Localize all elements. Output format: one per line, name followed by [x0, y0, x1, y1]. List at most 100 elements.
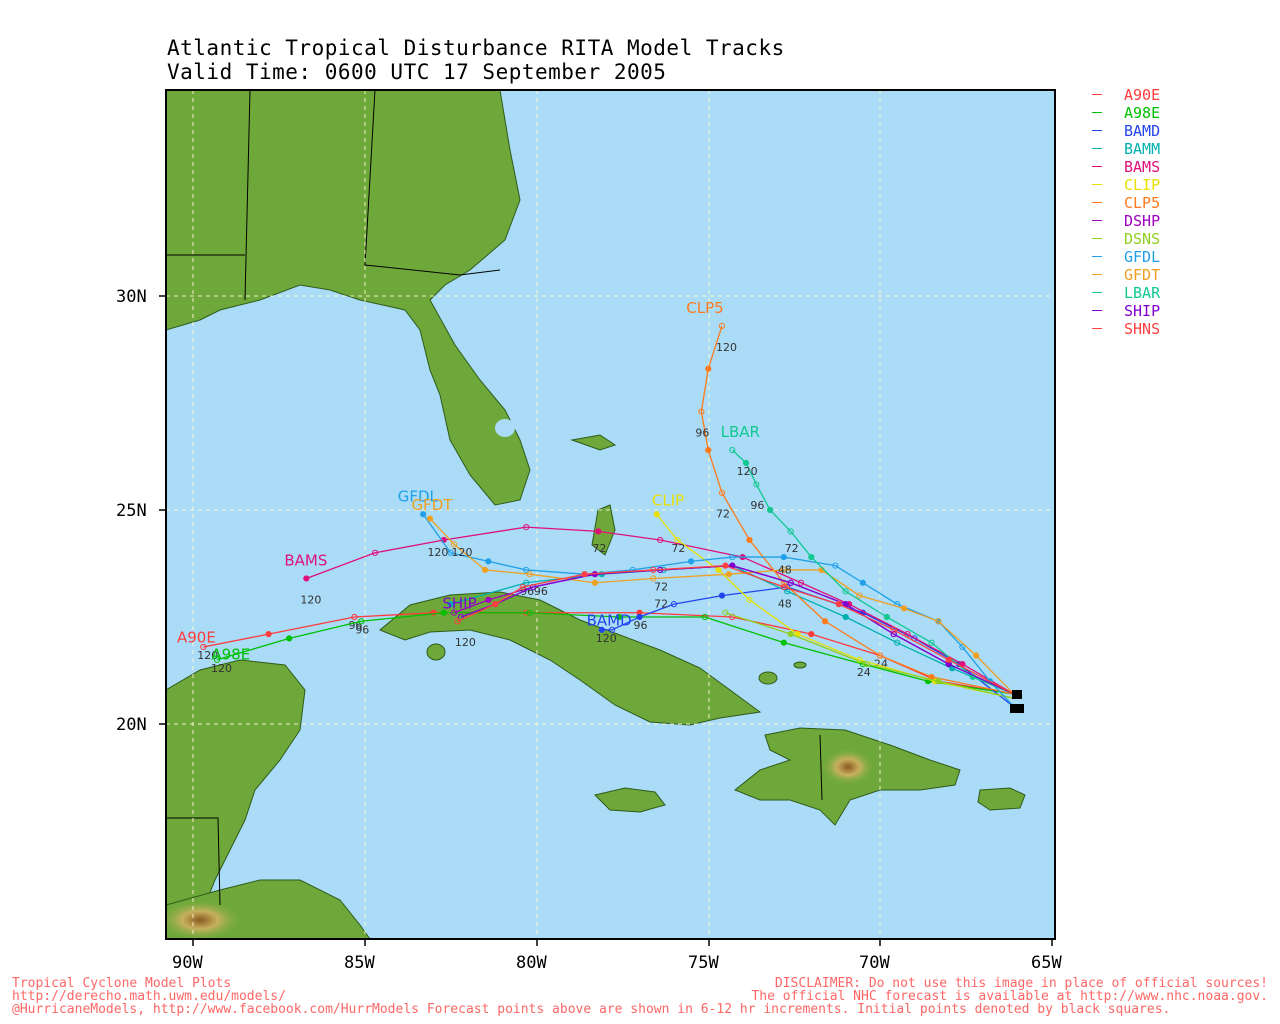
isle-of-youth: [426, 643, 446, 661]
forecast-point: [351, 613, 358, 621]
forecast-point: [526, 609, 533, 616]
legend-swatch: [1092, 130, 1102, 131]
legend-label: SHNS: [1124, 320, 1161, 338]
footer-url[interactable]: http://derecho.math.uwm.edu/models/: [12, 989, 286, 1004]
forecast-point: [657, 536, 664, 544]
forecast-point: [766, 506, 774, 514]
track-line: [725, 612, 1015, 699]
legend-swatch: [1092, 202, 1102, 203]
forecast-point: [945, 656, 952, 663]
jamaica-land: [594, 787, 666, 813]
forecast-point: [842, 613, 849, 621]
forecast-point: [440, 609, 447, 616]
forecast-point: [835, 601, 842, 608]
map-frame: [165, 89, 1056, 940]
axis-ticks: [159, 295, 1053, 946]
forecast-point: [894, 639, 901, 646]
legend-swatch: [1092, 148, 1102, 149]
track-end-label: BAMD: [587, 612, 632, 630]
disclaimer-line: DISCLAIMER: Do not use this image in pla…: [774, 976, 1268, 991]
track-dsns: [722, 609, 1015, 699]
legend-label: LBAR: [1124, 284, 1161, 302]
legend-swatch: [1092, 310, 1102, 311]
forecast-hour-label: 72: [654, 580, 668, 593]
forecast-point: [787, 579, 794, 586]
forecast-point: [725, 571, 732, 578]
legend-swatch: [1092, 94, 1102, 95]
forecast-point: [213, 656, 221, 663]
forecast-hour-label: 120: [197, 649, 218, 662]
honduras-highland: [166, 900, 240, 939]
great-inagua: [758, 671, 778, 685]
forecast-hour-label: 24: [857, 666, 871, 679]
forecast-point: [598, 626, 605, 633]
forecast-point: [698, 408, 705, 415]
forecast-hour-label: 72: [785, 542, 799, 555]
forecast-point: [265, 631, 272, 638]
track-lbar: 72 96 120 LBAR: [721, 423, 1015, 695]
forecast-point: [729, 553, 736, 561]
track-a98e: 24 96 120: [211, 609, 1015, 695]
forecast-point: [718, 592, 726, 599]
forecast-hour-label: 120: [427, 546, 448, 559]
lon-tick-label: 85W: [344, 953, 375, 973]
forecast-point: [780, 553, 787, 561]
forecast-point: [608, 626, 616, 633]
cuba-land: [379, 591, 762, 726]
forecast-point: [780, 583, 787, 591]
track-ship: 72 SHIP: [442, 562, 1015, 695]
forecast-point: [746, 596, 753, 603]
state-borders: [166, 90, 823, 906]
landmasses: [166, 90, 1026, 939]
track-shns: 72 120: [454, 562, 1015, 695]
track-clp5: 48 72 96 120 CLP5: [686, 299, 1015, 695]
model-tracks: 2496120249612096120BAMD72120BAMS72CLIP48…: [177, 299, 1015, 708]
forecast-point: [523, 524, 530, 531]
legend-label: GFDT: [1124, 266, 1161, 284]
lon-tick-label: 80W: [516, 953, 547, 973]
forecast-point: [286, 635, 293, 642]
forecast-point: [787, 631, 794, 638]
forecast-point: [705, 446, 712, 454]
forecast-point: [959, 643, 966, 651]
forecast-point: [454, 618, 461, 625]
forecast-hour-label: 48: [778, 563, 792, 576]
forecast-point: [303, 575, 310, 582]
forecast-hour-label: 72: [654, 598, 668, 611]
forecast-point: [481, 566, 489, 574]
lon-tick-label: 65W: [1031, 953, 1062, 973]
legend-label: BAMD: [1124, 122, 1161, 140]
footer-line: Tropical Cyclone Model Plots: [12, 976, 232, 991]
lon-tick-label: 70W: [859, 953, 890, 973]
forecast-hour-label: 48: [778, 598, 792, 611]
forecast-hour-label: 72: [716, 508, 730, 521]
forecast-point: [653, 511, 660, 518]
forecast-point: [746, 536, 753, 544]
forecast-point: [523, 579, 530, 586]
forecast-point: [426, 515, 434, 522]
forecast-point: [450, 609, 458, 616]
forecast-point: [856, 592, 863, 599]
footer-line: @HurricaneModels, http://www.facebook.co…: [12, 1002, 1171, 1017]
legend-swatch: [1092, 184, 1102, 185]
forecast-point: [729, 446, 736, 454]
hispaniola-highland: [822, 749, 874, 785]
forecast-hour-label: 96: [695, 426, 709, 439]
legend-swatch: [1092, 256, 1102, 257]
legend-label: BAMM: [1124, 140, 1161, 158]
track-end-label: CLP5: [686, 299, 723, 317]
legend-swatch: [1092, 274, 1102, 275]
track-line: [422, 513, 1015, 708]
forecast-point: [485, 558, 492, 565]
legend-swatch: [1092, 220, 1102, 221]
forecast-point: [358, 618, 365, 625]
disclaimer-line: The official NHC forecast is available a…: [751, 989, 1268, 1004]
forecast-hour-label: 120: [451, 546, 472, 559]
forecast-point: [787, 528, 794, 535]
track-end-label: A90E: [177, 628, 216, 646]
forecast-hour-label: 120: [716, 341, 737, 354]
forecast-point: [780, 566, 787, 574]
forecast-hour-label: 72: [592, 542, 606, 555]
legend-label: DSHP: [1124, 212, 1161, 230]
forecast-point: [420, 511, 427, 518]
